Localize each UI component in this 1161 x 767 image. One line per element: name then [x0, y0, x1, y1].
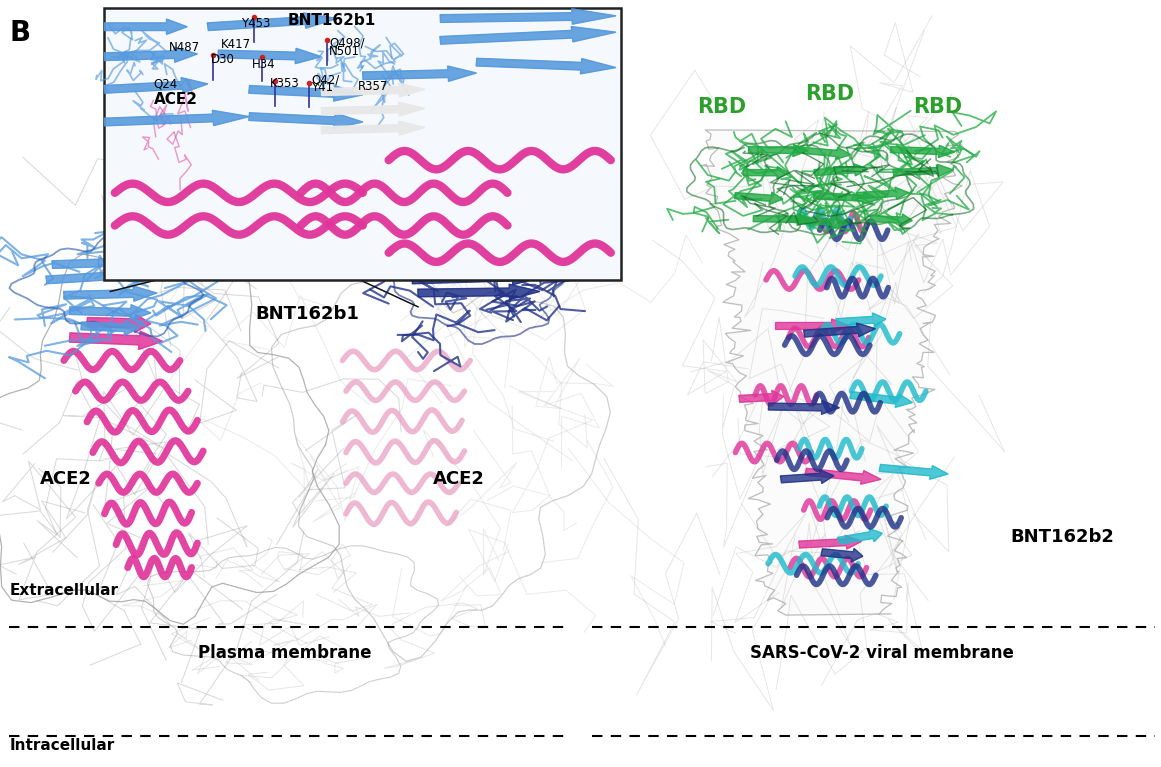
Polygon shape — [857, 187, 909, 199]
Text: H34: H34 — [252, 58, 275, 71]
Polygon shape — [753, 213, 812, 225]
Text: Q498/: Q498/ — [330, 37, 365, 50]
Text: BNT162b1: BNT162b1 — [255, 305, 360, 324]
Polygon shape — [362, 66, 476, 81]
Polygon shape — [476, 58, 616, 74]
Text: BNT162b1: BNT162b1 — [288, 12, 376, 28]
Polygon shape — [890, 145, 954, 157]
Polygon shape — [799, 535, 861, 549]
Bar — [104, 8, 621, 280]
Polygon shape — [836, 313, 886, 327]
Text: K417: K417 — [221, 38, 251, 51]
Polygon shape — [821, 548, 863, 562]
Polygon shape — [87, 314, 151, 332]
Text: Intracellular: Intracellular — [9, 738, 115, 753]
Polygon shape — [734, 193, 783, 204]
Polygon shape — [701, 130, 962, 615]
Polygon shape — [104, 110, 250, 126]
Polygon shape — [412, 269, 546, 285]
Polygon shape — [208, 13, 337, 31]
Polygon shape — [769, 400, 839, 414]
Polygon shape — [104, 77, 208, 93]
Text: Q24: Q24 — [153, 77, 178, 91]
Polygon shape — [104, 19, 187, 35]
Polygon shape — [322, 121, 425, 135]
Text: N487: N487 — [170, 41, 200, 54]
Polygon shape — [248, 86, 362, 101]
Text: RBD: RBD — [806, 84, 854, 104]
Text: K353: K353 — [269, 77, 300, 91]
Polygon shape — [789, 216, 848, 229]
Text: ACE2: ACE2 — [41, 470, 92, 489]
Polygon shape — [418, 285, 540, 299]
Polygon shape — [837, 528, 882, 544]
Polygon shape — [440, 9, 616, 25]
Text: SARS-CoV-2 viral membrane: SARS-CoV-2 viral membrane — [750, 644, 1015, 663]
Text: RBD: RBD — [914, 97, 962, 117]
Polygon shape — [70, 331, 163, 350]
Text: ACE2: ACE2 — [433, 470, 484, 489]
Polygon shape — [780, 469, 834, 483]
Text: R357: R357 — [358, 80, 388, 93]
Text: Plasma membrane: Plasma membrane — [197, 644, 372, 663]
Text: D30: D30 — [210, 54, 235, 67]
Polygon shape — [743, 166, 788, 179]
Text: Extracellular: Extracellular — [9, 583, 118, 598]
Polygon shape — [46, 267, 168, 284]
Polygon shape — [64, 286, 157, 301]
Polygon shape — [104, 47, 197, 62]
Polygon shape — [814, 192, 880, 204]
Text: BNT162b2: BNT162b2 — [1011, 528, 1115, 546]
Polygon shape — [218, 48, 322, 64]
Polygon shape — [871, 214, 913, 226]
Polygon shape — [879, 465, 949, 479]
Text: ACE2: ACE2 — [153, 91, 197, 107]
Text: B: B — [9, 19, 30, 48]
Polygon shape — [776, 319, 850, 333]
Polygon shape — [803, 323, 875, 337]
Polygon shape — [440, 27, 616, 44]
Polygon shape — [52, 254, 163, 269]
Polygon shape — [738, 390, 784, 404]
Polygon shape — [749, 144, 808, 156]
Polygon shape — [322, 102, 425, 116]
Polygon shape — [322, 83, 425, 97]
Polygon shape — [248, 113, 362, 128]
Polygon shape — [850, 392, 913, 407]
Polygon shape — [805, 469, 881, 484]
Polygon shape — [814, 163, 867, 176]
Polygon shape — [416, 255, 534, 271]
Text: Q42/: Q42/ — [311, 74, 339, 87]
Text: Y453: Y453 — [241, 17, 271, 30]
Text: RBD: RBD — [698, 97, 747, 117]
Text: Y41: Y41 — [311, 81, 333, 94]
Polygon shape — [70, 304, 151, 320]
Polygon shape — [81, 320, 139, 335]
Polygon shape — [793, 146, 851, 160]
Polygon shape — [893, 164, 953, 176]
Text: N501: N501 — [330, 44, 360, 58]
